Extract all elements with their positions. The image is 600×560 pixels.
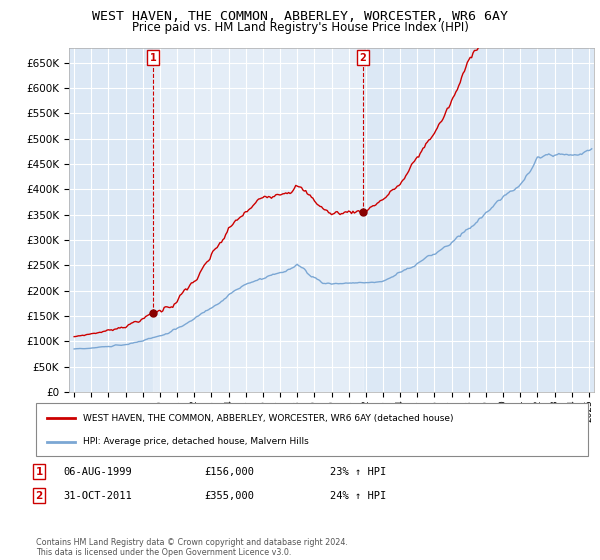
Text: £156,000: £156,000 xyxy=(204,466,254,477)
Text: Contains HM Land Registry data © Crown copyright and database right 2024.
This d: Contains HM Land Registry data © Crown c… xyxy=(36,538,348,557)
Text: 2: 2 xyxy=(359,53,366,63)
Text: WEST HAVEN, THE COMMON, ABBERLEY, WORCESTER, WR6 6AY: WEST HAVEN, THE COMMON, ABBERLEY, WORCES… xyxy=(92,10,508,23)
Text: 2: 2 xyxy=(35,491,43,501)
Text: 06-AUG-1999: 06-AUG-1999 xyxy=(63,466,132,477)
Text: 31-OCT-2011: 31-OCT-2011 xyxy=(63,491,132,501)
Text: Price paid vs. HM Land Registry's House Price Index (HPI): Price paid vs. HM Land Registry's House … xyxy=(131,21,469,34)
Text: WEST HAVEN, THE COMMON, ABBERLEY, WORCESTER, WR6 6AY (detached house): WEST HAVEN, THE COMMON, ABBERLEY, WORCES… xyxy=(83,414,454,423)
Text: 1: 1 xyxy=(149,53,157,63)
Text: 23% ↑ HPI: 23% ↑ HPI xyxy=(330,466,386,477)
Text: HPI: Average price, detached house, Malvern Hills: HPI: Average price, detached house, Malv… xyxy=(83,437,308,446)
Bar xyxy=(153,48,363,392)
Text: 1: 1 xyxy=(35,466,43,477)
Text: £355,000: £355,000 xyxy=(204,491,254,501)
FancyBboxPatch shape xyxy=(36,403,588,456)
Text: 24% ↑ HPI: 24% ↑ HPI xyxy=(330,491,386,501)
